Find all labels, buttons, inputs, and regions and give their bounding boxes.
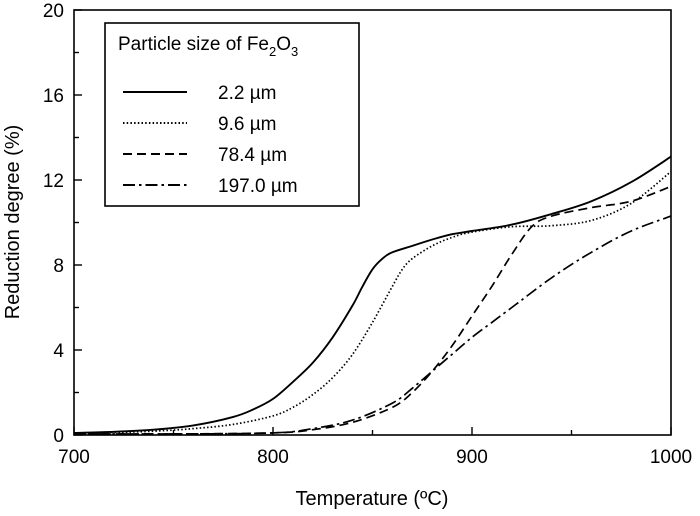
x-axis-title: Temperature (ºC) [296,488,449,510]
series-layer [73,155,672,435]
series-line-4 [73,215,672,435]
legend-title-mid: O [276,34,291,55]
legend-title-prefix: Particle size of Fe [118,34,269,55]
series-line-2 [73,170,672,434]
legend-entries: 2.2 µm 9.6 µm 78.4 µm 197.0 µm [123,83,298,197]
y-tick-label: 16 [43,86,64,107]
legend-label-3: 78.4 µm [218,145,287,166]
y-tick-label: 12 [43,171,64,192]
x-tick-label: 700 [58,447,90,468]
axis-ticks: 700 800 900 1000 0 4 8 12 16 20 [43,1,692,468]
y-tick-label: 4 [53,341,64,362]
legend-box [104,22,360,207]
legend-title-sub2: 3 [291,44,298,59]
y-tick-label: 8 [53,256,64,277]
legend-label-1: 2.2 µm [218,83,276,104]
legend: Particle size of Fe2O3 2.2 µm 9.6 µm 78.4 … [104,22,360,207]
legend-label-4: 197.0 µm [218,176,298,197]
y-tick-label: 0 [53,426,64,447]
series-line-1 [73,155,672,434]
legend-label-2: 9.6 µm [218,114,276,135]
x-tick-label: 800 [257,447,289,468]
series-line-3 [73,185,672,435]
y-tick-label: 20 [43,1,64,22]
legend-title: Particle size of Fe2O3 [118,34,298,59]
y-axis-title: Reduction degree (%) [2,125,24,320]
x-tick-label: 1000 [650,447,692,468]
legend-title-sub1: 2 [269,44,276,59]
x-tick-label: 900 [456,447,488,468]
